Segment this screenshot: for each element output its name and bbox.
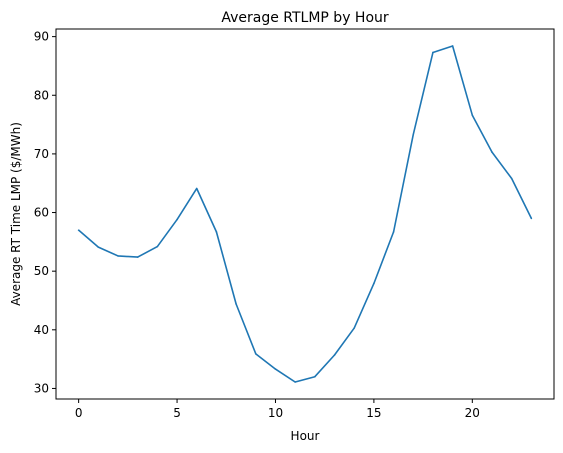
y-tick-label: 90 (34, 30, 49, 44)
data-point (136, 256, 139, 258)
chart-title: Average RTLMP by Hour (221, 10, 389, 26)
x-tick-label: 10 (268, 406, 283, 420)
data-point (353, 327, 356, 329)
x-tick-label: 0 (75, 406, 83, 420)
data-point (294, 381, 296, 383)
y-tick-label: 50 (34, 264, 49, 278)
data-point (235, 303, 237, 305)
x-axis-label: Hour (291, 429, 320, 443)
data-point (254, 353, 257, 355)
data-point (333, 354, 336, 356)
y-tick-label: 30 (34, 381, 49, 395)
data-point (314, 375, 316, 378)
data-point (176, 218, 178, 221)
data-point (117, 255, 119, 257)
axis-ticks: 0 5 10 15 20 30 40 50 60 70 80 90 (34, 30, 480, 420)
data-point (392, 231, 395, 233)
x-tick-label: 20 (465, 406, 480, 420)
data-point (156, 245, 159, 248)
series-line (78, 45, 533, 383)
data-point (215, 231, 218, 233)
data-point (530, 217, 533, 220)
x-tick-label: 15 (366, 406, 381, 420)
data-point (274, 368, 277, 370)
y-tick-label: 60 (34, 206, 49, 220)
data-point (510, 177, 513, 180)
data-point (97, 246, 100, 248)
data-point (451, 45, 454, 47)
data-point (195, 187, 198, 190)
data-point (373, 282, 375, 285)
data-point (471, 114, 474, 116)
y-axis-label: Average RT Time LMP ($/MWh) (9, 122, 23, 306)
data-point (77, 229, 80, 231)
series-lines (77, 45, 533, 383)
data-point (432, 51, 434, 54)
y-tick-label: 40 (34, 323, 49, 337)
x-tick-label: 5 (173, 406, 181, 420)
y-tick-label: 80 (34, 88, 49, 102)
data-point (412, 133, 415, 136)
data-point (491, 151, 493, 153)
plot-frame (55, 28, 555, 400)
y-tick-label: 70 (34, 147, 49, 161)
